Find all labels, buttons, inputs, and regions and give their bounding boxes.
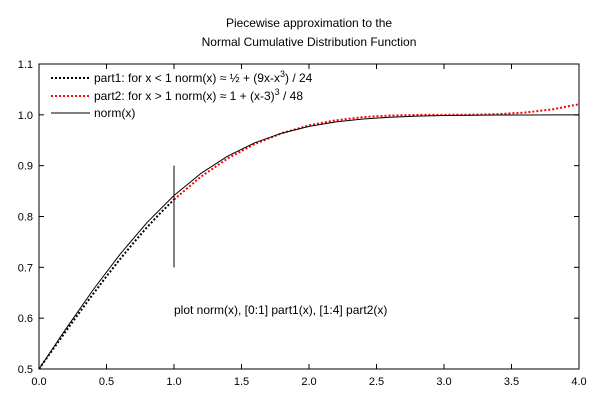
- legend-part1-sup: 3: [280, 69, 285, 79]
- legend-entry-part1: part1: for x < 1 norm(x) ≈ ½ + (9x-x3) /…: [94, 69, 313, 85]
- x-tick-label: 1.0: [166, 376, 181, 388]
- chart-title-line1: Piecewise approximation to the: [226, 16, 392, 30]
- y-tick-label: 1.0: [18, 110, 33, 122]
- legend-part2-prefix: part2: for x > 1 norm(x) ≈ 1 + (x-3): [94, 89, 275, 103]
- y-tick-label: 0.6: [18, 313, 33, 325]
- legend-part1-suffix: ) / 24: [285, 71, 313, 85]
- y-tick-label: 0.7: [18, 262, 33, 274]
- series-line-part1: [38, 198, 175, 370]
- x-tick-label: 2.5: [369, 376, 384, 388]
- legend-entry-norm: norm(x): [94, 106, 135, 120]
- y-tick-label: 1.1: [18, 59, 33, 71]
- y-axis: 0.5 0.6 0.7 0.8 0.9 1.0 1.1: [18, 59, 579, 376]
- x-tick-label: 0.0: [31, 376, 46, 388]
- legend-part2-sup: 3: [275, 87, 280, 97]
- series-layer: [38, 103, 580, 370]
- x-tick-label: 4.0: [571, 376, 586, 388]
- legend: part1: for x < 1 norm(x) ≈ ½ + (9x-x3) /…: [51, 69, 313, 120]
- legend-part2-suffix: / 48: [280, 89, 304, 103]
- series-line-part2: [173, 103, 580, 201]
- x-tick-label: 2.0: [301, 376, 316, 388]
- y-tick-label: 0.5: [18, 364, 33, 376]
- legend-part1-prefix: part1: for x < 1 norm(x) ≈ ½ + (9x-x: [94, 71, 280, 85]
- x-tick-label: 0.5: [99, 376, 114, 388]
- x-tick-label: 3.5: [504, 376, 519, 388]
- y-tick-label: 0.8: [18, 212, 33, 224]
- x-tick-label: 3.0: [436, 376, 451, 388]
- y-tick-label: 0.9: [18, 161, 33, 173]
- x-tick-label: 1.5: [234, 376, 249, 388]
- chart-title-line2: Normal Cumulative Distribution Function: [202, 35, 417, 49]
- series-line-norm: [38, 114, 580, 370]
- x-axis: 0.0 0.5 1.0 1.5 2.0 2.5 3.0 3.5 4.0: [31, 64, 587, 388]
- legend-entry-part2: part2: for x > 1 norm(x) ≈ 1 + (x-3)3 / …: [94, 87, 303, 103]
- plot-annotation: plot norm(x), [0:1] part1(x), [1:4] part…: [174, 303, 387, 317]
